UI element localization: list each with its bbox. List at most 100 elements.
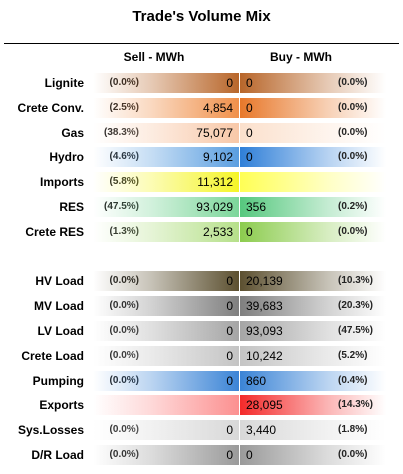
row-label: Gas	[61, 125, 84, 140]
row-label: HV Load	[35, 274, 84, 289]
row-label: Crete Load	[21, 348, 84, 363]
sell-value: 0	[226, 423, 233, 438]
buy-percent: (0.2%)	[338, 201, 368, 212]
buy-percent: (0.0%)	[338, 77, 368, 88]
row-label: RES	[59, 200, 84, 214]
sell-cell: 2,533	[93, 221, 239, 242]
buy-percent: (10.3%)	[338, 275, 374, 287]
row-label: D/R Load	[31, 448, 84, 462]
sell-cell: 0	[93, 370, 239, 391]
buy-value: 0	[246, 76, 253, 90]
buy-cell	[240, 247, 386, 267]
sell-value: 9,102	[202, 150, 233, 165]
sell-value: 0	[226, 448, 233, 462]
buy-percent: (0.0%)	[338, 101, 368, 113]
header-rule	[4, 43, 399, 44]
buy-percent: (20.3%)	[338, 300, 374, 312]
table-row: Lignite(0.0%)00(0.0%)	[0, 72, 403, 95]
buy-percent: (47.5%)	[338, 325, 374, 336]
sell-cell: 0	[93, 73, 239, 93]
buy-percent: (0.0%)	[338, 449, 368, 460]
sell-value: 4,854	[202, 100, 233, 115]
buy-cell: 10,242	[240, 345, 386, 366]
buy-value: 20,139	[246, 274, 283, 289]
buy-column-header: Buy - MWh	[270, 50, 332, 64]
table-row: LV Load(0.0%)093,093(47.5%)	[0, 320, 403, 343]
sell-column-header: Sell - MWh	[123, 50, 185, 64]
sell-cell: 9,102	[93, 147, 239, 168]
table-row: Imports(5.8%)11,312	[0, 171, 403, 194]
buy-percent: (0.4%)	[338, 374, 368, 386]
buy-value: 860	[246, 373, 267, 388]
sell-cell: 0	[93, 420, 239, 441]
buy-cell: 93,093	[240, 321, 386, 341]
buy-percent: (0.0%)	[338, 151, 368, 163]
buy-value: 0	[246, 125, 253, 140]
buy-cell: 0	[240, 73, 386, 93]
table-row: Sys.Losses(0.0%)03,440(1.8%)	[0, 419, 403, 442]
sell-value: 93,029	[196, 200, 233, 214]
buy-value: 356	[246, 200, 267, 214]
sell-cell: 0	[93, 296, 239, 317]
buy-value: 39,683	[246, 299, 283, 314]
row-label: Exports	[39, 398, 84, 413]
buy-cell: 3,440	[240, 420, 386, 441]
row-label: LV Load	[37, 324, 84, 338]
row-label: Crete RES	[25, 224, 84, 239]
sell-cell: 0	[93, 345, 239, 366]
sell-cell	[93, 247, 239, 267]
sell-value: 0	[226, 299, 233, 314]
buy-value: 0	[246, 224, 253, 239]
row-label: Sys.Losses	[17, 423, 84, 438]
buy-cell: 0	[240, 122, 386, 143]
sell-value: 0	[226, 274, 233, 289]
sell-cell: 0	[93, 321, 239, 341]
buy-value: 28,095	[246, 398, 283, 413]
sell-cell: 0	[93, 271, 239, 292]
table-row: Exports 28,095 (14.3%)	[0, 394, 403, 417]
table-row: Crete Load(0.0%)010,242(5.2%)	[0, 345, 403, 368]
buy-cell: 860	[240, 370, 386, 391]
row-label: Pumping	[32, 373, 84, 388]
table-row: MV Load(0.0%)039,683(20.3%)	[0, 295, 403, 318]
buy-cell: 0	[240, 147, 386, 168]
sell-cell: 0	[93, 445, 239, 465]
buy-value: 93,093	[246, 324, 283, 338]
table-row: HV Load(0.0%)020,139(10.3%)	[0, 270, 403, 293]
buy-cell: 0	[240, 97, 386, 118]
buy-percent: (0.0%)	[338, 126, 368, 138]
sell-cell	[93, 395, 239, 416]
buy-cell: 0	[240, 445, 386, 465]
row-label: Imports	[39, 175, 84, 190]
buy-cell: 28,095	[240, 395, 386, 416]
table-row	[0, 246, 403, 269]
buy-value: 10,242	[246, 348, 283, 363]
sell-cell: 4,854	[93, 97, 239, 118]
buy-value: 0	[246, 448, 253, 462]
row-label: Lignite	[44, 76, 84, 90]
sell-cell: 11,312	[93, 172, 239, 193]
buy-cell: 0	[240, 221, 386, 242]
buy-value: 0	[246, 100, 253, 115]
buy-cell: 20,139	[240, 271, 386, 292]
sell-value: 11,312	[197, 175, 233, 190]
sell-value: 0	[226, 76, 233, 90]
buy-cell: 356	[240, 197, 386, 217]
sell-value: 0	[226, 348, 233, 363]
buy-value: 3,440	[246, 423, 277, 438]
sell-cell: 75,077	[93, 122, 239, 143]
buy-cell: 39,683	[240, 296, 386, 317]
buy-value: 0	[246, 150, 253, 165]
buy-cell	[240, 172, 386, 193]
row-label: MV Load	[34, 299, 84, 314]
sell-value: 75,077	[196, 125, 233, 140]
buy-percent: (14.3%)	[338, 399, 374, 411]
sell-cell: 93,029	[93, 197, 239, 217]
table-row: D/R Load(0.0%)00(0.0%)	[0, 444, 403, 467]
buy-percent: (5.2%)	[338, 349, 368, 361]
